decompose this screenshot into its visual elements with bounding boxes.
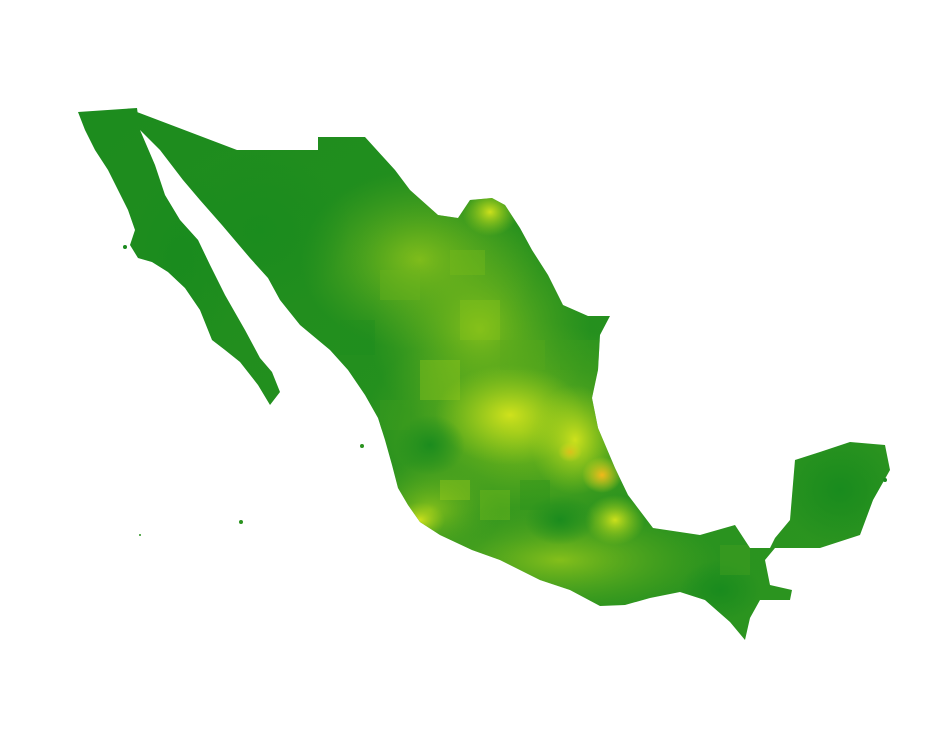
- zone-dark-baja: [120, 160, 240, 360]
- zone-peak: [582, 457, 622, 493]
- zone-dark-yucatan: [780, 435, 890, 545]
- zone-veracruz-south: [585, 495, 645, 545]
- zone-coast-yellow: [395, 502, 445, 538]
- zone-northeast-peak: [462, 188, 518, 236]
- zone-dark-oaxaca: [525, 495, 595, 545]
- raster-tiles: [340, 250, 750, 575]
- zone-peak-secondary: [558, 442, 582, 462]
- zone-dark-west: [395, 415, 465, 475]
- islands: [123, 245, 887, 536]
